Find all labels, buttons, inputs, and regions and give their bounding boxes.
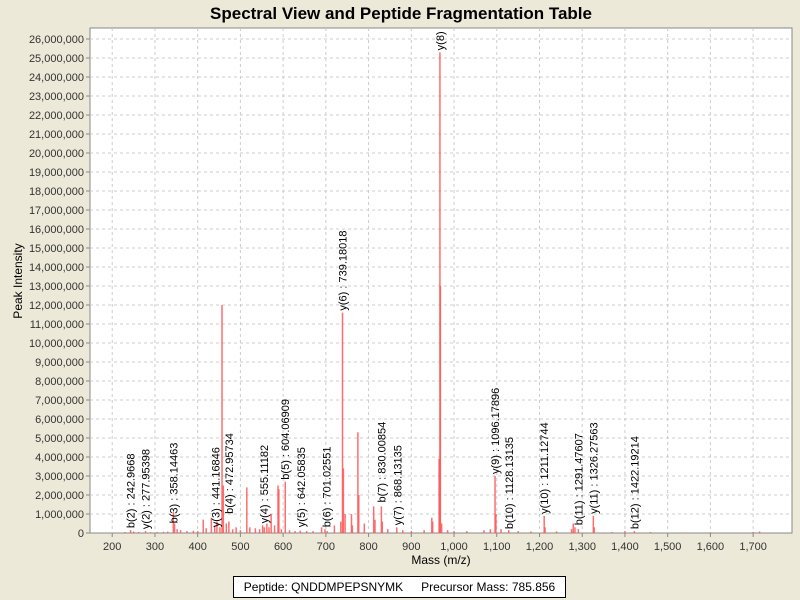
fragment-annotation: y(6) : 739.18018 [338,230,350,310]
y-tick-label: 13,000,000 [29,281,84,293]
y-tick-label: 5,000,000 [35,433,84,445]
y-tick-label: 18,000,000 [29,186,84,198]
y-tick-label: 15,000,000 [29,243,84,255]
fragment-annotation: y(4) : 555.11182 [259,445,271,523]
fragment-annotation: y(11) : 1326.27563 [588,422,600,514]
y-axis: 0 1,000,000 2,000,000 3,000,000 4,000,000 5,0… [29,34,90,540]
fragment-annotation: y(7) : 868.13135 [393,445,405,525]
y-tick-label: 6,000,000 [35,414,84,426]
fragment-annotation: y(3) : 441.16846 [210,447,222,527]
y-tick-label: 20,000,000 [29,148,84,160]
x-tick-label: 900 [402,541,420,553]
x-tick-label: 600 [274,541,292,553]
x-tick-label: 1,600 [697,541,725,553]
x-axis-label: Mass (m/z) [411,553,470,567]
legend-box: Peptide: QNDDMPEPSNYMK Precursor Mass: 7… [233,576,566,598]
fragment-annotation: y(9) : 1096.17896 [490,388,502,474]
y-tick-label: 4,000,000 [35,452,84,464]
y-tick-label: 23,000,000 [29,91,84,103]
x-tick-label: 700 [317,541,335,553]
fragment-annotation: b(2) : 242.9668 [126,454,138,529]
y-tick-label: 19,000,000 [29,167,84,179]
y-tick-label: 21,000,000 [29,129,84,141]
x-tick-label: 500 [231,541,249,553]
y-tick-label: 16,000,000 [29,224,84,236]
fragment-annotation: b(12) : 1422.19214 [629,436,641,529]
y-tick-label: 22,000,000 [29,110,84,122]
y-tick-label: 10,000,000 [29,338,84,350]
fragment-annotation: b(3) : 358.14463 [168,443,180,524]
x-tick-label: 1,100 [483,541,511,553]
x-tick-label: 1,000 [440,541,468,553]
y-tick-label: 25,000,000 [29,53,84,65]
y-tick-label: 12,000,000 [29,300,84,312]
fragment-annotation: b(11) : 1291.47607 [574,433,586,525]
x-tick-label: 400 [188,541,206,553]
x-tick-label: 1,500 [654,541,682,553]
chart-title: Spectral View and Peptide Fragmentation … [210,4,592,23]
y-tick-label: 14,000,000 [29,262,84,274]
fragment-annotation: y(5) : 642.05835 [296,447,308,527]
y-tick-label: 3,000,000 [35,471,84,483]
x-tick-label: 1,400 [611,541,639,553]
y-axis-label: Peak Intensity [11,243,25,318]
y-tick-label: 26,000,000 [29,34,84,46]
y-tick-label: 9,000,000 [35,357,84,369]
x-axis: 200 300 400 500 600 700 800 900 1,000 1,100 1,200 1… [103,533,767,553]
y-tick-label: 2,000,000 [35,490,84,502]
x-tick-label: 1,200 [526,541,554,553]
fragment-annotation: y(10) : 1211.12744 [539,422,551,514]
fragment-annotation: b(10) : 1128.13135 [504,437,516,529]
fragment-annotation: b(5) : 604.06909 [280,399,292,480]
y-tick-label: 8,000,000 [35,376,84,388]
fragment-annotation: y(2) : 277.95398 [141,449,153,529]
y-tick-label: 1,000,000 [35,509,84,521]
x-tick-label: 800 [359,541,377,553]
x-tick-label: 300 [146,541,164,553]
x-tick-label: 1,700 [739,541,767,553]
fragment-annotation: b(7) : 830.00854 [376,422,388,503]
fragment-annotation: b(6) : 701.02551 [321,446,333,527]
precursor-mass-label: Precursor Mass: 785.856 [421,580,556,594]
peaks [124,52,761,533]
x-tick-label: 1,300 [568,541,596,553]
peptide-label: Peptide: QNDDMPEPSNYMK [243,580,404,594]
y-tick-label: 24,000,000 [29,72,84,84]
y-tick-label: 7,000,000 [35,395,84,407]
x-tick-label: 200 [103,541,121,553]
annotations: b(2) : 242.9668 y(2) : 277.95398 b(3) : 35… [126,25,642,529]
fragment-annotation: b(4) : 472.95734 [224,433,236,514]
y-tick-label: 0 [78,528,84,540]
fragment-annotation: y(8) : [435,25,447,50]
y-tick-label: 17,000,000 [29,205,84,217]
y-tick-label: 11,000,000 [30,319,84,331]
